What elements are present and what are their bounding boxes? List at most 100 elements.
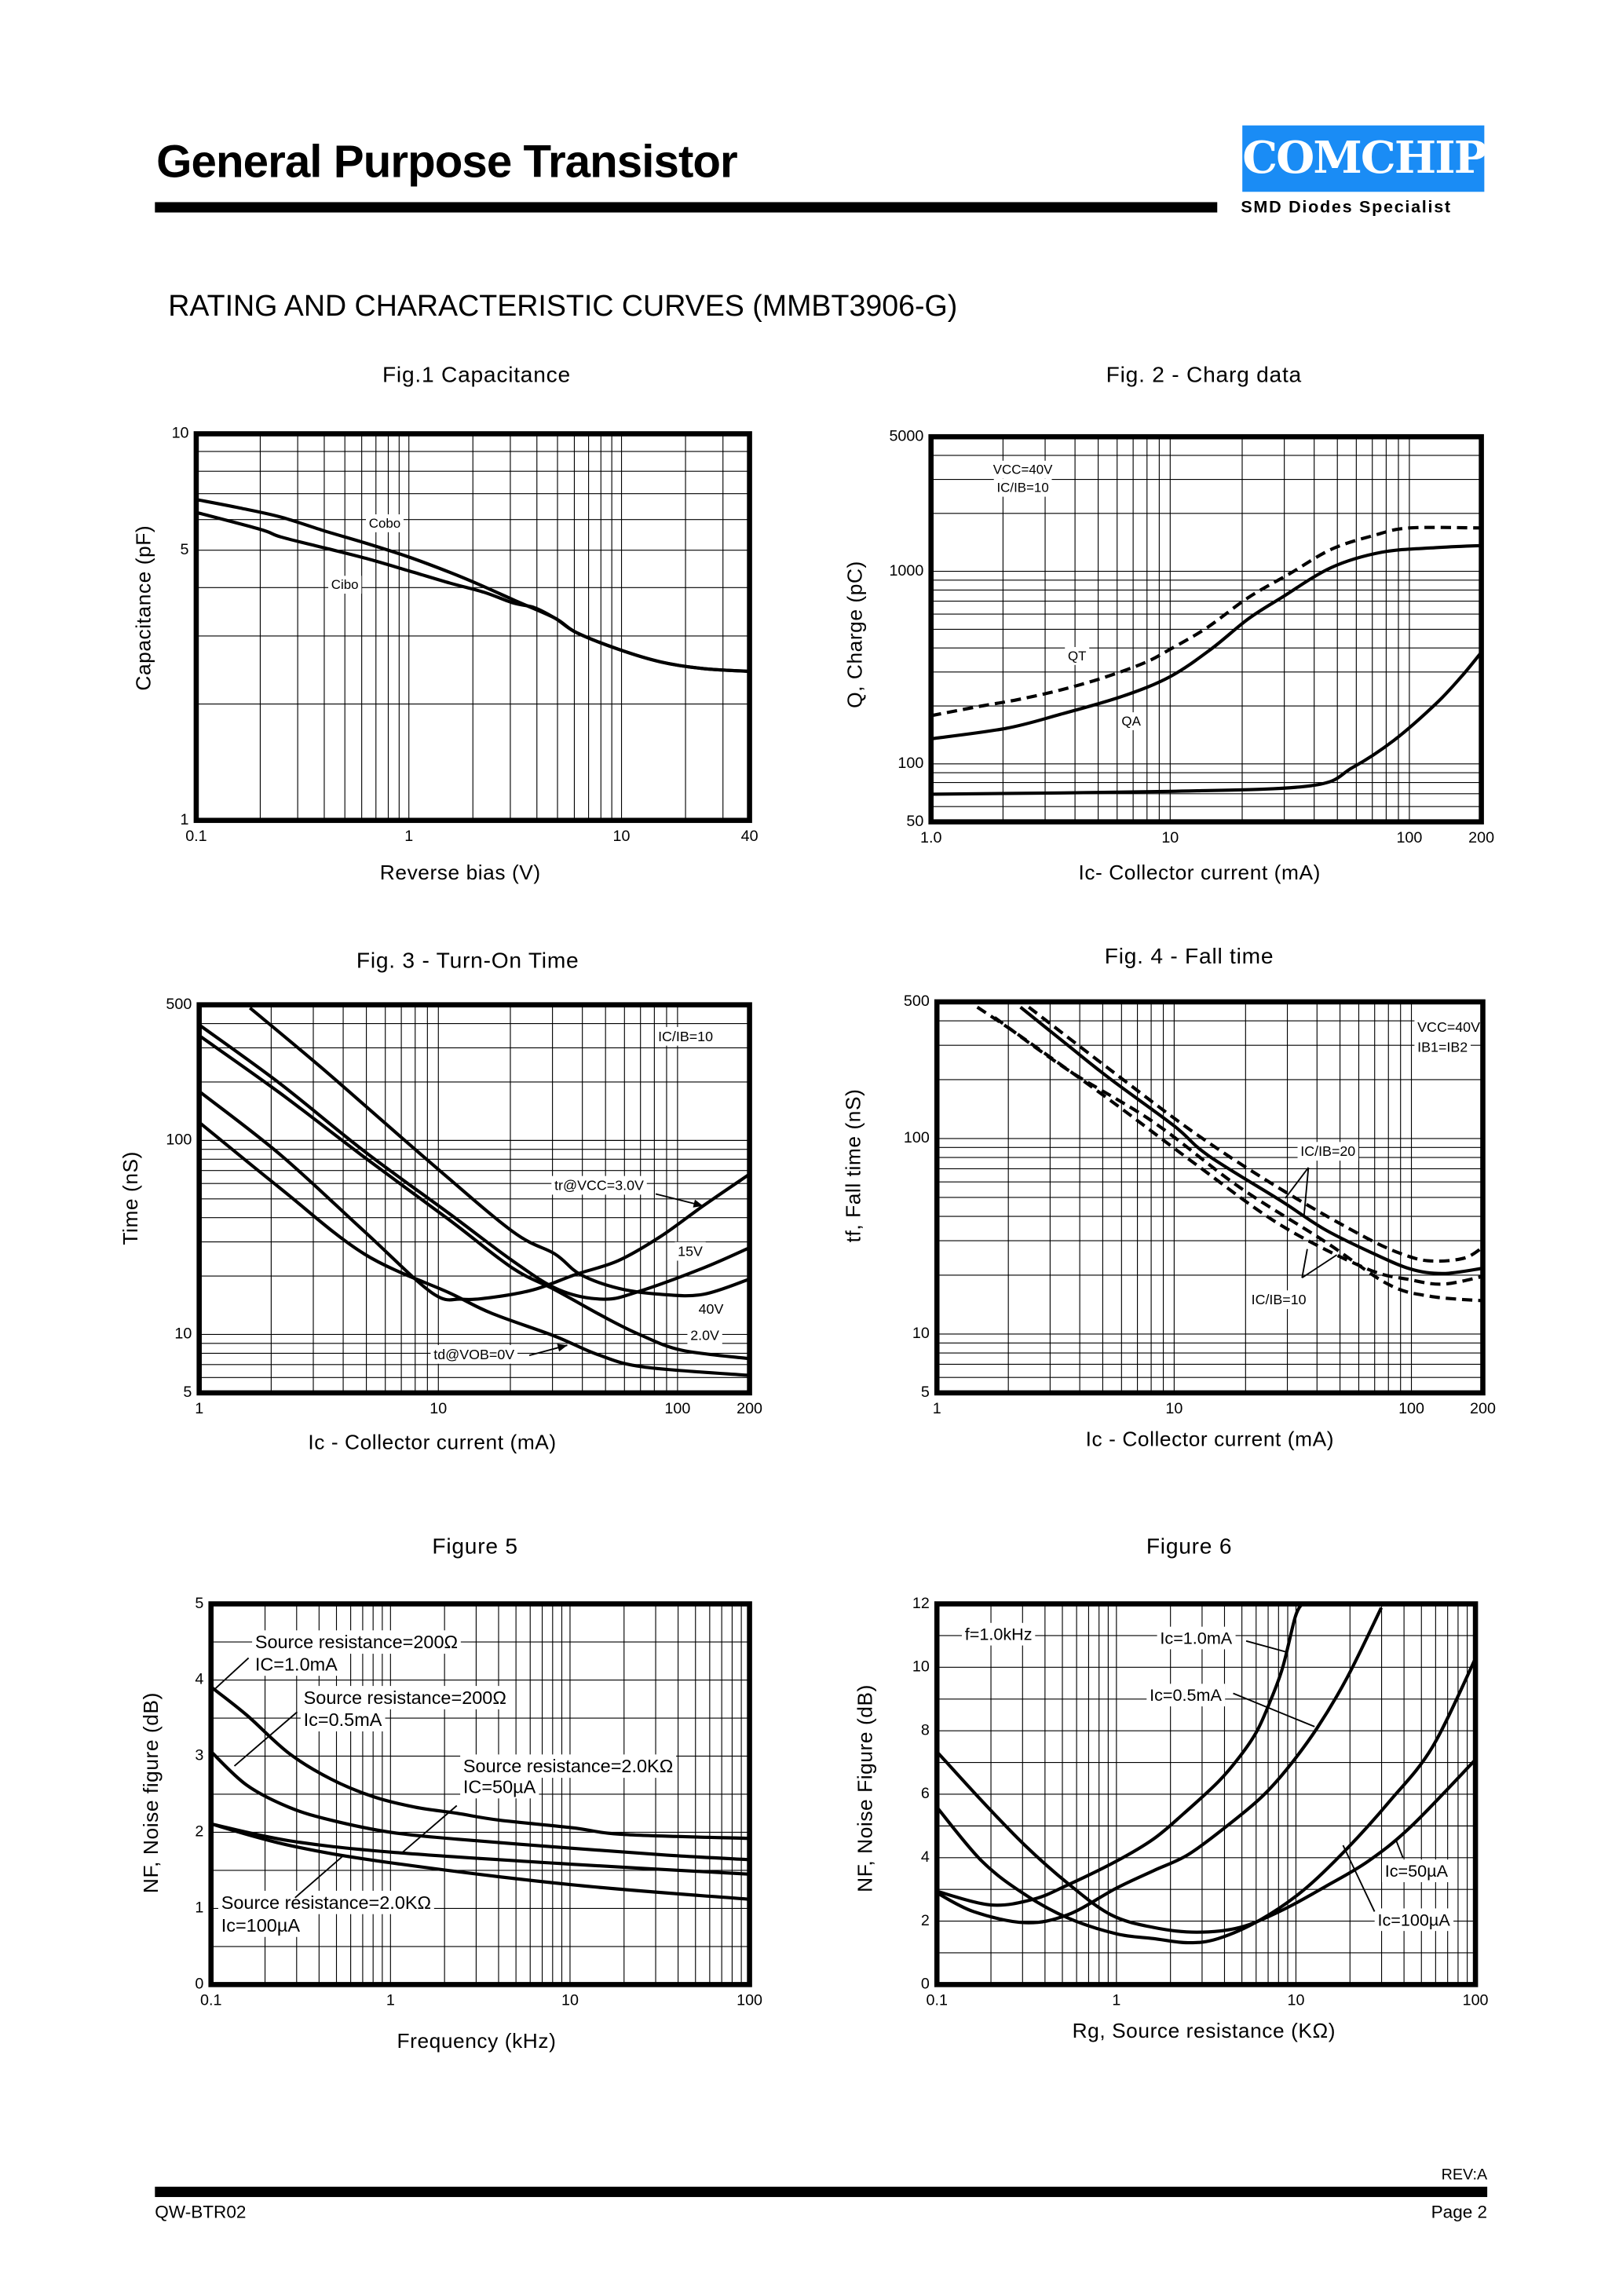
y-tick-label: 10	[174, 1325, 192, 1343]
annotation-label: VCC=40V	[993, 462, 1053, 477]
leader-line	[1301, 1249, 1308, 1278]
y-tick-label: 12	[912, 1595, 930, 1612]
annotation-background	[990, 460, 1056, 479]
annotation-background	[655, 1026, 716, 1046]
y-tick-label: 0	[195, 1976, 203, 1993]
leader-line	[1395, 1838, 1404, 1859]
series-line-4	[210, 1822, 750, 1901]
fig1-capacitance-chart: Cobo Cibo 0.1 1 10 40 10 5 1	[172, 425, 758, 845]
gridlines	[937, 1001, 1483, 1393]
leader-line	[214, 1657, 250, 1689]
annotation-background	[993, 478, 1052, 497]
fig3-x-axis-label: Ic - Collector current (mA)	[308, 1429, 557, 1453]
annotation-label: IB1=IB2	[1417, 1040, 1468, 1055]
annotation-background	[1248, 1290, 1310, 1310]
series-line-3	[935, 1750, 1477, 1934]
leader-line	[1303, 1167, 1310, 1216]
series-line-2	[196, 510, 750, 673]
annotation-background	[1414, 1037, 1471, 1057]
annotation-background	[328, 576, 362, 594]
annotation-label: Ic=0.5mA	[304, 1709, 382, 1730]
y-tick-label: 1	[181, 811, 189, 828]
annotation-label: VCC=40V	[1417, 1019, 1480, 1035]
leader-line	[1233, 1692, 1315, 1727]
annotation-background	[252, 1652, 341, 1676]
series-line-3	[198, 1034, 750, 1361]
y-tick-label: 5000	[889, 427, 923, 444]
y-tick-label: 4	[921, 1848, 930, 1866]
fig1-y-axis-label: Capacitance (pF)	[131, 525, 155, 691]
annotation-label: Source resistance=200Ω	[304, 1687, 506, 1708]
document-title: General Purpose Transistor	[156, 135, 738, 188]
y-tick-label: 5	[921, 1384, 930, 1401]
series-line-2	[210, 1750, 750, 1862]
series-line-1	[936, 1603, 1303, 1907]
series-line-2	[930, 543, 1482, 740]
annotation-label: 2.0V	[690, 1327, 719, 1343]
y-tick-label: 10	[912, 1325, 930, 1342]
x-tick-label: 0.1	[200, 1992, 221, 2009]
arrowhead-icon	[693, 1199, 704, 1208]
series-line-3	[976, 1005, 1483, 1286]
revision-label: REV:A	[1441, 2166, 1488, 2184]
x-tick-label: 10	[1165, 1400, 1183, 1417]
x-tick-label: 1	[386, 1992, 395, 2009]
x-tick-label: 200	[1470, 1400, 1496, 1417]
y-tick-label: 5	[183, 1384, 192, 1401]
fig2-x-axis-label: Ic- Collector current (mA)	[1078, 860, 1321, 884]
footer-rule	[155, 2186, 1488, 2197]
leader-line	[1245, 1640, 1288, 1653]
logo-tagline: SMD Diodes Specialist	[1241, 199, 1452, 218]
annotation-background	[1146, 1684, 1226, 1707]
x-tick-label: 1	[933, 1400, 941, 1417]
y-tick-label: 1	[195, 1899, 203, 1917]
annotation-background	[252, 1630, 461, 1654]
series-line-1	[930, 525, 1482, 718]
y-tick-label: 100	[166, 1132, 192, 1149]
annotation-background	[1382, 1859, 1452, 1882]
y-tick-label: 2	[921, 1912, 930, 1929]
annotation-background	[1118, 712, 1145, 730]
fig3-y-axis-label: Time (nS)	[118, 1151, 142, 1245]
leader-line	[1342, 1844, 1376, 1912]
annotation-label: QT	[1068, 649, 1086, 664]
annotations: VCC=40V IB1=IB2 IC/IB=20 IC/IB=10	[1248, 1018, 1483, 1310]
y-tick-label: 100	[897, 755, 923, 772]
series-line-3	[930, 651, 1483, 796]
annotation-label: 15V	[678, 1244, 703, 1260]
chart-svg: IC/IB=10 tr@VCC=3.0V 15V 40V 2.0V td@VOB=0V 1 1…	[166, 996, 762, 1417]
x-tick-label: 10	[430, 1400, 447, 1417]
annotation-label: tr@VCC=3.0V	[554, 1178, 644, 1194]
fig2-title: Fig. 2 - Charg data	[1106, 363, 1302, 389]
y-tick-label: 500	[904, 993, 930, 1010]
fig6-x-axis-label: Rg, Source resistance (KΩ)	[1072, 2018, 1336, 2042]
plot-frame	[928, 433, 1484, 824]
annotations: Source resistance=200Ω IC=1.0mA Source res…	[217, 1630, 677, 1937]
annotation-label: IC=1.0mA	[255, 1654, 338, 1674]
series-line-5	[198, 1121, 750, 1377]
annotation-label: Source resistance=2.0KΩ	[463, 1756, 673, 1776]
chart-svg: VCC=40V IC/IB=10 QT QA 1.0 10 100 200 5000 1000 10…	[889, 427, 1494, 846]
annotation-background	[674, 1241, 706, 1261]
annotation-background	[1297, 1142, 1359, 1161]
y-tick-label: 6	[921, 1785, 930, 1802]
annotation-background	[695, 1299, 727, 1318]
x-tick-label: 0.1	[185, 828, 207, 845]
series-line-1	[210, 1685, 750, 1841]
annotation-background	[430, 1344, 518, 1364]
series-line-2	[936, 1607, 1384, 1925]
x-tick-label: 100	[1398, 1400, 1424, 1417]
annotation-background	[1065, 647, 1090, 665]
x-tick-label: 1	[404, 828, 413, 845]
fig1-x-axis-label: Reverse bias (V)	[379, 860, 541, 884]
annotation-label: Cobo	[369, 516, 400, 531]
y-tick-label: 5	[181, 541, 189, 558]
leader-line	[1301, 1254, 1338, 1279]
y-tick-label: 4	[195, 1671, 203, 1688]
plot-frame	[196, 1002, 752, 1396]
annotation-background	[460, 1775, 539, 1799]
series-line-1	[1019, 1005, 1483, 1275]
y-tick-label: 3	[195, 1747, 203, 1764]
series-line-3	[210, 1822, 750, 1876]
